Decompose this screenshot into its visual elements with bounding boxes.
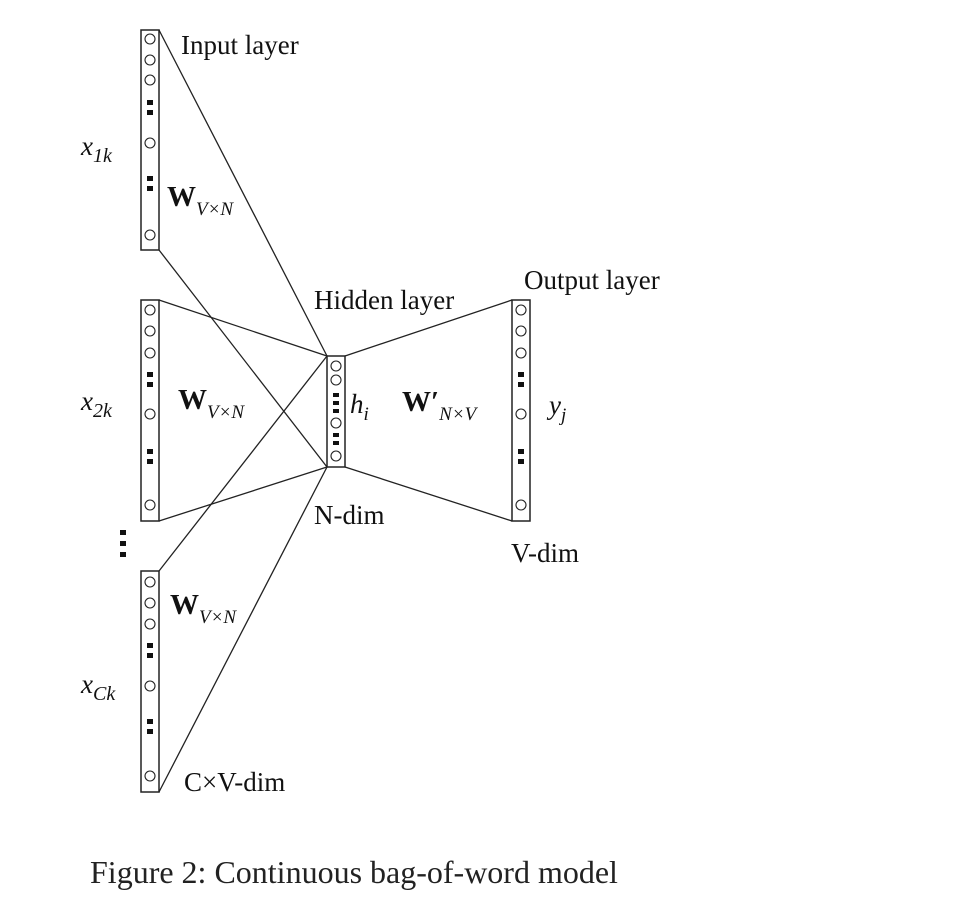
- vertical-ellipsis: [120, 530, 126, 557]
- line-xC-top: [158, 355, 328, 572]
- line-x2-bottom: [158, 466, 328, 522]
- line-x1-top: [158, 29, 328, 357]
- hidden-unit-label: hi: [350, 389, 369, 425]
- x2-label: x2k: [80, 386, 113, 422]
- input-vector-x2: [140, 299, 160, 522]
- output-layer-label: Output layer: [524, 265, 660, 295]
- line-out-top: [344, 299, 513, 357]
- x1-label: x1k: [80, 131, 113, 167]
- input-vector-x1: [140, 29, 160, 251]
- xC-label: xCk: [80, 669, 116, 705]
- figure-caption: Figure 2: Continuous bag-of-word model: [90, 854, 618, 890]
- hidden-dim-label: N-dim: [314, 500, 385, 530]
- input-vector-xC: [140, 570, 160, 793]
- line-xC-bottom: [158, 466, 328, 793]
- output-weight-matrix-label: W′N×V: [402, 386, 479, 425]
- weight-matrix-2-label: WV×N: [178, 384, 245, 423]
- weight-matrix-3-label: WV×N: [170, 589, 237, 628]
- output-vector: [511, 299, 531, 522]
- input-layer-label: Input layer: [181, 30, 299, 60]
- weight-matrix-1-label: WV×N: [167, 181, 234, 220]
- line-out-bottom: [344, 466, 513, 522]
- hidden-layer-label: Hidden layer: [314, 285, 454, 315]
- input-dim-label: C×V-dim: [184, 767, 285, 797]
- line-x2-top: [158, 299, 328, 357]
- hidden-vector: [326, 355, 346, 468]
- connection-lines: [158, 29, 513, 793]
- output-unit-label: yj: [546, 390, 566, 426]
- line-x1-bottom: [158, 249, 328, 468]
- output-dim-label: V-dim: [511, 538, 579, 568]
